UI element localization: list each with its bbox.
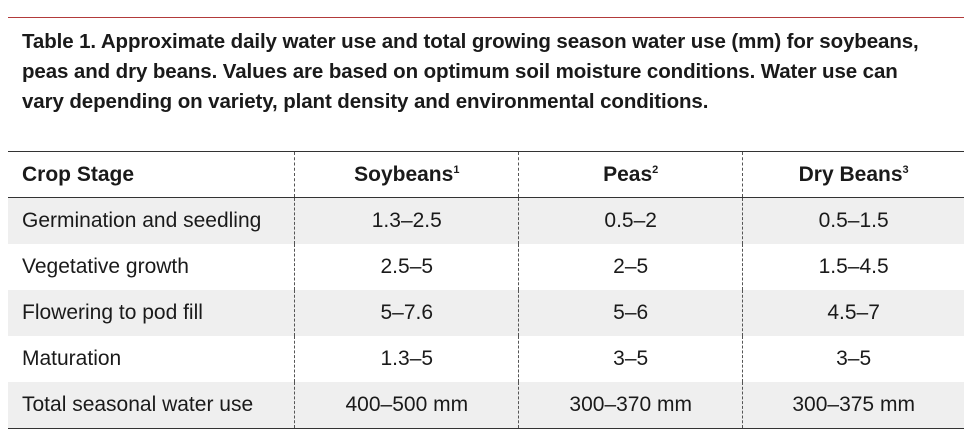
table-row: Maturation 1.3–5 3–5 3–5 — [8, 336, 964, 383]
water-use-table: Crop Stage Soybeans1 Peas2 Dry Beans3 Ge… — [8, 151, 964, 429]
cell-peas: 2–5 — [518, 243, 743, 291]
top-rule — [8, 17, 964, 18]
cell-peas: 300–370 mm — [518, 382, 743, 429]
table-header-row: Crop Stage Soybeans1 Peas2 Dry Beans3 — [8, 151, 964, 198]
cell-stage: Flowering to pod fill — [8, 290, 295, 337]
footnote-marker-1: 1 — [453, 163, 460, 176]
cell-dry-beans: 4.5–7 — [742, 290, 964, 337]
cell-peas: 0.5–2 — [518, 197, 743, 244]
header-crop-stage: Crop Stage — [8, 151, 295, 198]
header-dry-beans: Dry Beans3 — [742, 151, 964, 198]
header-dry-beans-label: Dry Beans — [798, 162, 903, 186]
cell-soybeans: 1.3–2.5 — [294, 197, 519, 244]
cell-stage: Germination and seedling — [8, 197, 295, 244]
table-caption: Table 1. Approximate daily water use and… — [22, 30, 919, 113]
table-row: Vegetative growth 2.5–5 2–5 1.5–4.5 — [8, 243, 964, 291]
cell-soybeans: 1.3–5 — [294, 336, 519, 383]
table-row: Germination and seedling 1.3–2.5 0.5–2 0… — [8, 197, 964, 244]
cell-soybeans: 5–7.6 — [294, 290, 519, 337]
cell-peas: 5–6 — [518, 290, 743, 337]
cell-peas: 3–5 — [518, 336, 743, 383]
cell-dry-beans: 300–375 mm — [742, 382, 964, 429]
cell-stage: Total seasonal water use — [8, 382, 295, 429]
cell-dry-beans: 1.5–4.5 — [742, 243, 964, 291]
cell-dry-beans: 3–5 — [742, 336, 964, 383]
footnote-marker-3: 3 — [902, 163, 909, 176]
cell-stage: Maturation — [22, 347, 122, 371]
cell-soybeans: 2.5–5 — [294, 243, 519, 291]
footnote-marker-2: 2 — [652, 163, 659, 176]
table-row: Flowering to pod fill 5–7.6 5–6 4.5–7 — [8, 290, 964, 337]
cell-soybeans: 400–500 mm — [294, 382, 519, 429]
header-soybeans-label: Soybeans — [354, 162, 454, 186]
header-soybeans: Soybeans1 — [294, 151, 519, 198]
cell-dry-beans: 0.5–1.5 — [742, 197, 964, 244]
header-peas-label: Peas — [603, 162, 653, 186]
header-peas: Peas2 — [518, 151, 743, 198]
table-row-total: Total seasonal water use 400–500 mm 300–… — [8, 382, 964, 429]
cell-stage: Vegetative growth — [22, 254, 189, 278]
